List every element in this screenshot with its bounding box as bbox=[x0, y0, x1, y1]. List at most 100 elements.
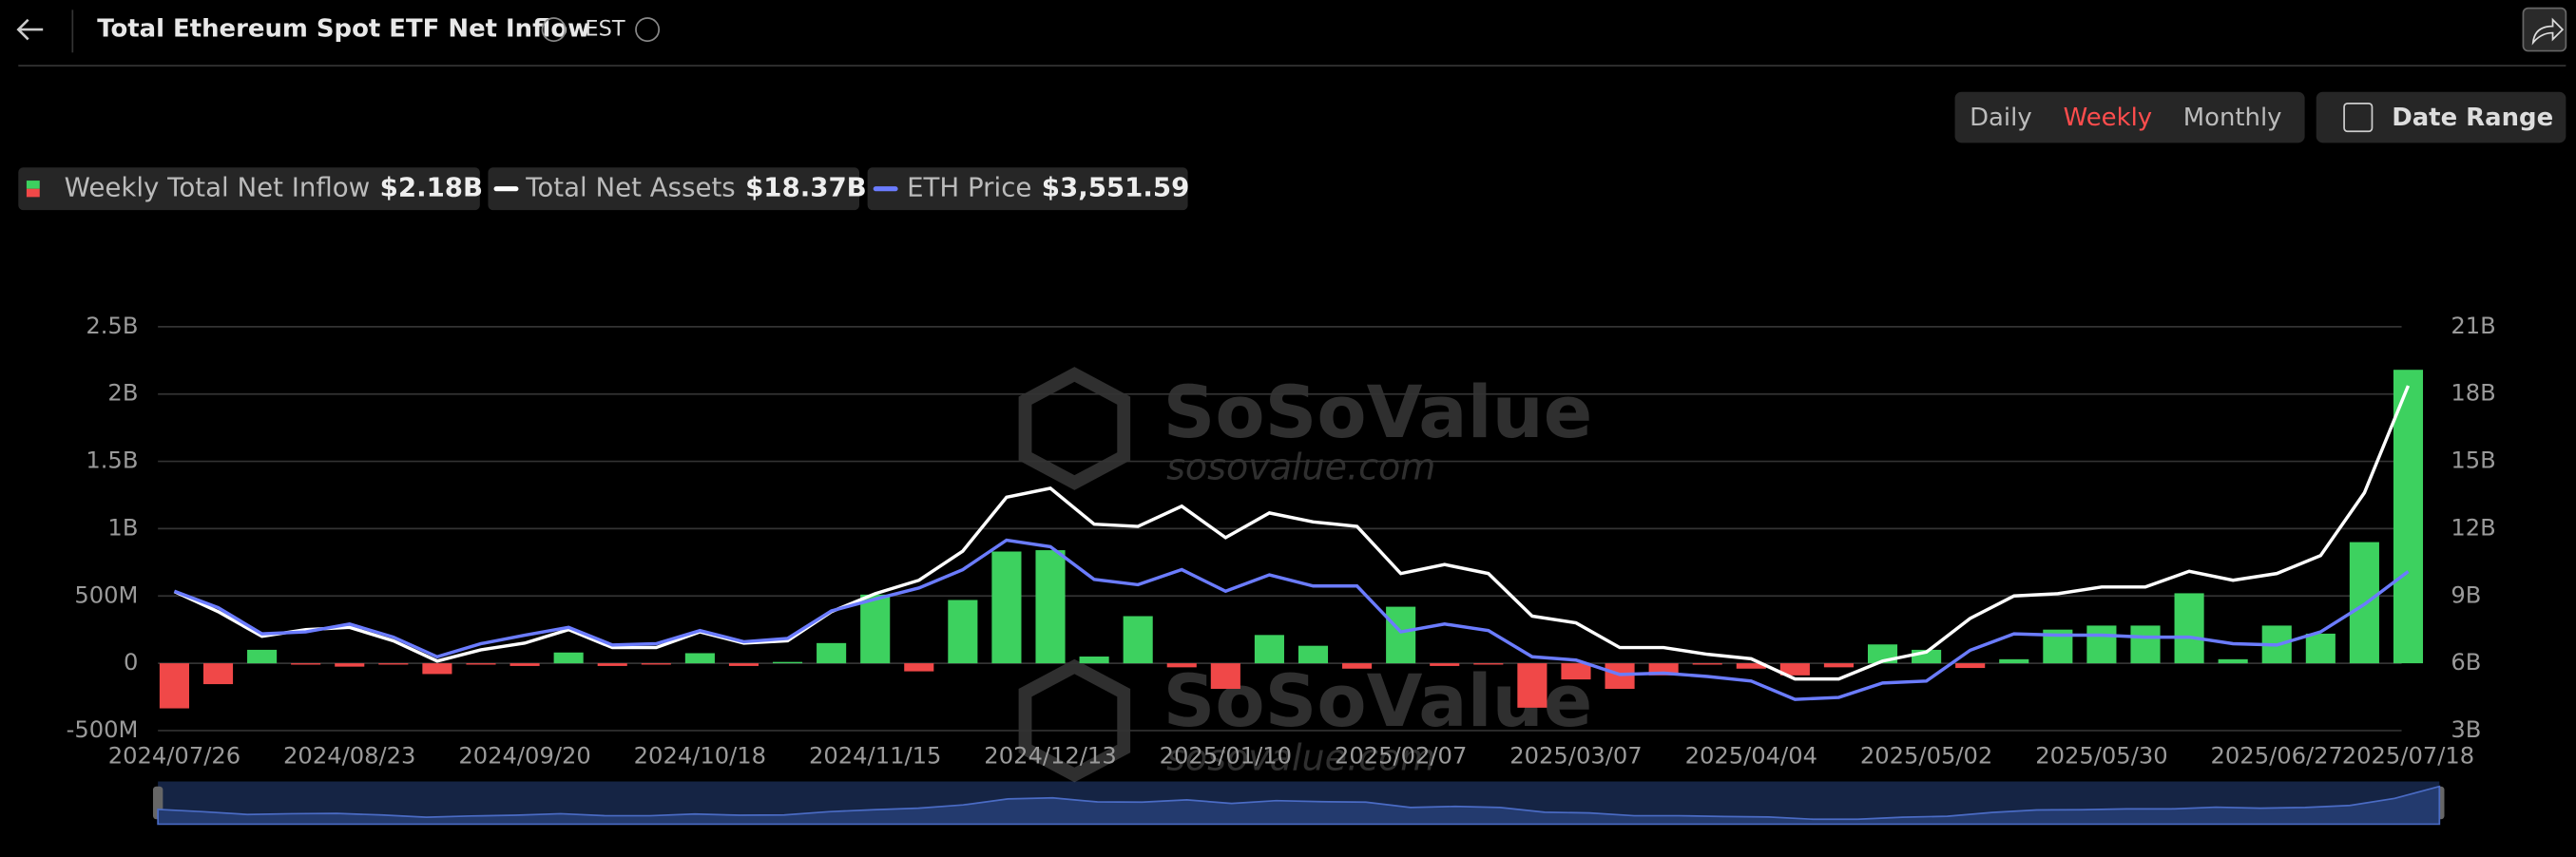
bar bbox=[860, 594, 891, 664]
bar bbox=[2086, 625, 2117, 664]
legend-icon bbox=[26, 188, 40, 198]
x-tick-label: 2024/11/15 bbox=[809, 743, 941, 770]
y-tick-label: 0 bbox=[124, 649, 138, 676]
bar bbox=[1166, 663, 1197, 668]
y2-tick-label: 18B bbox=[2451, 380, 2495, 407]
bar bbox=[2130, 625, 2161, 664]
legend-label: Weekly Total Net Inflow bbox=[65, 172, 371, 203]
bar bbox=[1779, 663, 1810, 676]
interval-button[interactable]: Monthly bbox=[2183, 104, 2282, 132]
bar bbox=[948, 600, 978, 664]
line bbox=[173, 385, 2411, 681]
x-tick-label: 2025/06/27 bbox=[2211, 743, 2343, 770]
x-tick-label: 2024/07/26 bbox=[108, 743, 240, 770]
bar bbox=[1430, 663, 1460, 666]
bar bbox=[1692, 663, 1722, 665]
y2-tick-label: 6B bbox=[2451, 649, 2481, 676]
date-range-label: Date Range bbox=[2392, 104, 2553, 132]
x-tick-label: 2024/09/20 bbox=[458, 743, 590, 770]
info-icon[interactable] bbox=[635, 17, 661, 43]
x-tick-label: 2025/05/02 bbox=[1860, 743, 1992, 770]
y-tick-label: 1B bbox=[107, 514, 138, 541]
back-button[interactable] bbox=[16, 18, 44, 41]
bar bbox=[378, 663, 409, 665]
interval-button[interactable]: Weekly bbox=[2064, 104, 2153, 132]
bar bbox=[1342, 663, 1373, 669]
bar bbox=[1123, 616, 1153, 664]
bar bbox=[817, 642, 847, 664]
y2-tick-label: 9B bbox=[2451, 581, 2481, 608]
legend-value: $18.37B bbox=[745, 172, 867, 203]
share-button[interactable] bbox=[2522, 7, 2567, 52]
bar bbox=[1999, 658, 2029, 664]
bar bbox=[1823, 663, 1854, 668]
bar bbox=[247, 649, 278, 664]
y-tick-label: -500M bbox=[67, 716, 139, 743]
y2-tick-label: 21B bbox=[2451, 313, 2495, 339]
bar bbox=[1298, 645, 1329, 664]
y-tick-label: 2.5B bbox=[86, 313, 138, 339]
bar bbox=[1955, 663, 1986, 669]
watermark-logo bbox=[1018, 658, 1131, 783]
watermark: SoSoValue sosovalue.com SoSoValue sosova… bbox=[1018, 367, 1593, 783]
bar bbox=[553, 652, 584, 664]
interval-button[interactable]: Daily bbox=[1970, 104, 2032, 132]
legend-icon bbox=[26, 181, 40, 189]
bar bbox=[991, 551, 1022, 664]
watermark-logo bbox=[1018, 367, 1131, 490]
x-tick-label: 2025/04/04 bbox=[1685, 743, 1817, 770]
bar bbox=[1736, 663, 1766, 669]
bar bbox=[291, 663, 321, 665]
watermark-url: sosovalue.com bbox=[1166, 447, 1435, 488]
legend-pill bbox=[18, 167, 480, 211]
y2-tick-label: 3B bbox=[2451, 716, 2481, 743]
y-tick-label: 500M bbox=[74, 581, 138, 608]
navigator-area bbox=[157, 785, 2441, 826]
bar bbox=[1079, 657, 1109, 664]
x-tick-label: 2025/01/10 bbox=[1160, 743, 1292, 770]
bar bbox=[1210, 663, 1240, 690]
x-tick-label: 2024/12/13 bbox=[984, 743, 1116, 770]
info-icon[interactable] bbox=[541, 17, 567, 43]
bar bbox=[1386, 606, 1416, 664]
x-tick-label: 2025/05/30 bbox=[2035, 743, 2167, 770]
bar bbox=[2174, 593, 2204, 664]
legend-pill bbox=[867, 167, 1188, 211]
bar bbox=[772, 661, 803, 664]
watermark-brand: SoSoValue bbox=[1163, 370, 1593, 454]
bar bbox=[422, 663, 452, 675]
timezone: EST bbox=[585, 17, 625, 42]
bar bbox=[641, 663, 671, 665]
bar bbox=[202, 663, 234, 685]
bar bbox=[159, 663, 189, 709]
x-tick-label: 2025/03/07 bbox=[1509, 743, 1642, 770]
y-tick-label: 1.5B bbox=[86, 448, 138, 474]
bar bbox=[2393, 370, 2424, 664]
bar bbox=[2218, 658, 2248, 664]
bar bbox=[728, 663, 759, 666]
bar bbox=[1561, 663, 1591, 680]
bar bbox=[466, 663, 496, 665]
bar bbox=[1517, 663, 1548, 708]
bar bbox=[335, 663, 365, 667]
x-tick-label: 2024/10/18 bbox=[634, 743, 766, 770]
x-tick-label: 2025/07/18 bbox=[2342, 743, 2474, 770]
bar bbox=[597, 663, 627, 666]
bar bbox=[904, 663, 934, 672]
bar bbox=[1254, 635, 1284, 664]
bar bbox=[684, 653, 715, 664]
x-tick-label: 2024/08/23 bbox=[283, 743, 415, 770]
y-tick-label: 2B bbox=[107, 380, 138, 407]
title: Total Ethereum Spot ETF Net Inflow bbox=[97, 15, 590, 44]
line bbox=[173, 538, 2410, 701]
legend-value: $3,551.59 bbox=[1042, 172, 1190, 203]
watermark-url: sosovalue.com bbox=[1166, 737, 1435, 779]
date-range-button[interactable] bbox=[2316, 91, 2566, 143]
calendar-icon bbox=[2343, 102, 2374, 133]
share-icon bbox=[2531, 17, 2565, 46]
y2-tick-label: 15B bbox=[2451, 448, 2495, 474]
bar bbox=[509, 663, 540, 666]
legend-label: Total Net Assets bbox=[525, 172, 735, 203]
